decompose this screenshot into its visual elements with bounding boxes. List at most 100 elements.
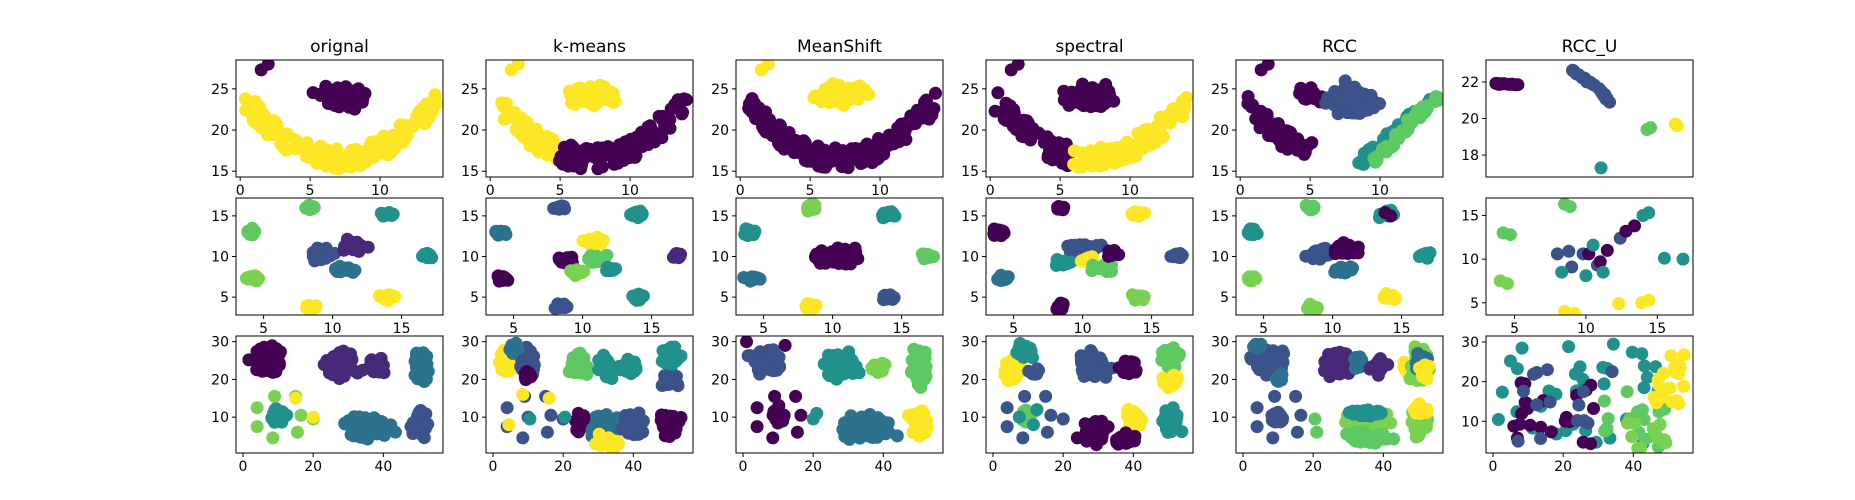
scatter-point [584, 252, 597, 266]
scatter-point [862, 88, 876, 101]
axes-frame [235, 335, 444, 454]
scatter-point [1068, 238, 1082, 252]
axes-frame [985, 59, 1194, 178]
scatter-point [321, 358, 335, 372]
scatter-point [1013, 337, 1027, 350]
x-tick-label: 40 [374, 459, 392, 475]
scatter-point [768, 389, 782, 403]
x-tick-label: 0 [736, 183, 745, 199]
scatter-point [674, 247, 687, 261]
scatter-point [348, 236, 362, 249]
scatter-point [1095, 261, 1109, 275]
scatter-point [1563, 200, 1577, 214]
x-tick-label: 10 [1577, 321, 1595, 337]
x-tick-label: 0 [489, 459, 498, 475]
scatter-point [1300, 138, 1314, 152]
scatter-point [870, 430, 884, 444]
axes-frame [485, 59, 694, 178]
axes-frame [1235, 59, 1444, 178]
axes-frame [735, 335, 944, 454]
axes-frame [735, 59, 944, 178]
scatter-point [1032, 126, 1046, 140]
scatter-point [668, 426, 682, 440]
y-tick-label: 30 [211, 335, 229, 351]
scatter-point [1017, 128, 1031, 142]
scatter-point [1124, 150, 1138, 164]
scatter-point [540, 425, 554, 439]
x-tick-label: 10 [1371, 183, 1389, 199]
scatter-point [1141, 132, 1155, 146]
scatter-point [1026, 418, 1040, 432]
y-tick-label: 5 [1470, 296, 1479, 312]
scatter-point [418, 117, 432, 131]
x-tick-label: 10 [371, 183, 389, 199]
scatter-point [1349, 350, 1363, 364]
y-tick-label: 25 [1211, 82, 1229, 98]
y-tick-label: 15 [1211, 164, 1229, 180]
scatter-point [1398, 125, 1412, 139]
scatter-point [677, 92, 691, 106]
scatter-point [635, 139, 649, 153]
scatter-point [1040, 425, 1054, 439]
x-tick-label: 5 [1259, 321, 1268, 337]
scatter-point [993, 270, 1007, 284]
y-tick-label: 5 [970, 290, 979, 306]
scatter-point [1125, 358, 1139, 372]
scatter-point [773, 412, 787, 426]
scatter-point [606, 263, 620, 277]
panel-title-spectral: spectral [1055, 37, 1123, 57]
scatter-point [1156, 371, 1170, 385]
scatter-point [261, 127, 275, 141]
scatter-point [569, 269, 583, 283]
x-tick-label: 20 [1054, 459, 1072, 475]
panel-title-k-means: k-means [553, 37, 626, 57]
scatter-point [332, 362, 346, 376]
x-tick-label: 0 [236, 183, 245, 199]
scatter-point [1130, 412, 1144, 426]
scatter-point [907, 354, 921, 368]
scatter-point [1644, 121, 1657, 135]
scatter-point [260, 346, 274, 360]
scatter-point [883, 289, 897, 303]
scatter-point [416, 249, 429, 263]
scatter-point [1351, 100, 1365, 114]
scatter-point [1376, 142, 1390, 156]
scatter-point [1568, 306, 1581, 315]
scatter-point [1382, 290, 1396, 304]
scatter-point [1025, 349, 1038, 363]
x-tick-label: 0 [486, 183, 495, 199]
x-tick-label: 40 [624, 459, 642, 475]
scatter-point [894, 124, 908, 138]
scatter-point [494, 224, 508, 238]
x-tick-label: 5 [1510, 321, 1519, 337]
scatter-point [306, 410, 320, 424]
scatter-point [675, 107, 689, 121]
x-tick-label: 15 [1143, 321, 1161, 337]
y-tick-label: 5 [1220, 290, 1229, 306]
scatter-point [1555, 265, 1569, 279]
scatter-point [917, 103, 931, 117]
scatter-point [355, 413, 369, 427]
scatter-point [828, 357, 842, 371]
scatter-point [599, 369, 613, 382]
scatter-point [1309, 246, 1323, 260]
scatter-point [1039, 389, 1053, 403]
scatter-point [810, 406, 824, 420]
scatter-point [919, 93, 933, 107]
scatter-point [811, 139, 825, 153]
scatter-point [516, 431, 530, 445]
scatter-point [1428, 95, 1442, 109]
scatter-point [523, 412, 537, 426]
scatter-point [1642, 293, 1656, 307]
scatter-point [382, 207, 396, 221]
y-tick-label: 20 [211, 372, 229, 388]
scatter-point [1252, 356, 1266, 369]
y-tick-label: 5 [470, 290, 479, 306]
